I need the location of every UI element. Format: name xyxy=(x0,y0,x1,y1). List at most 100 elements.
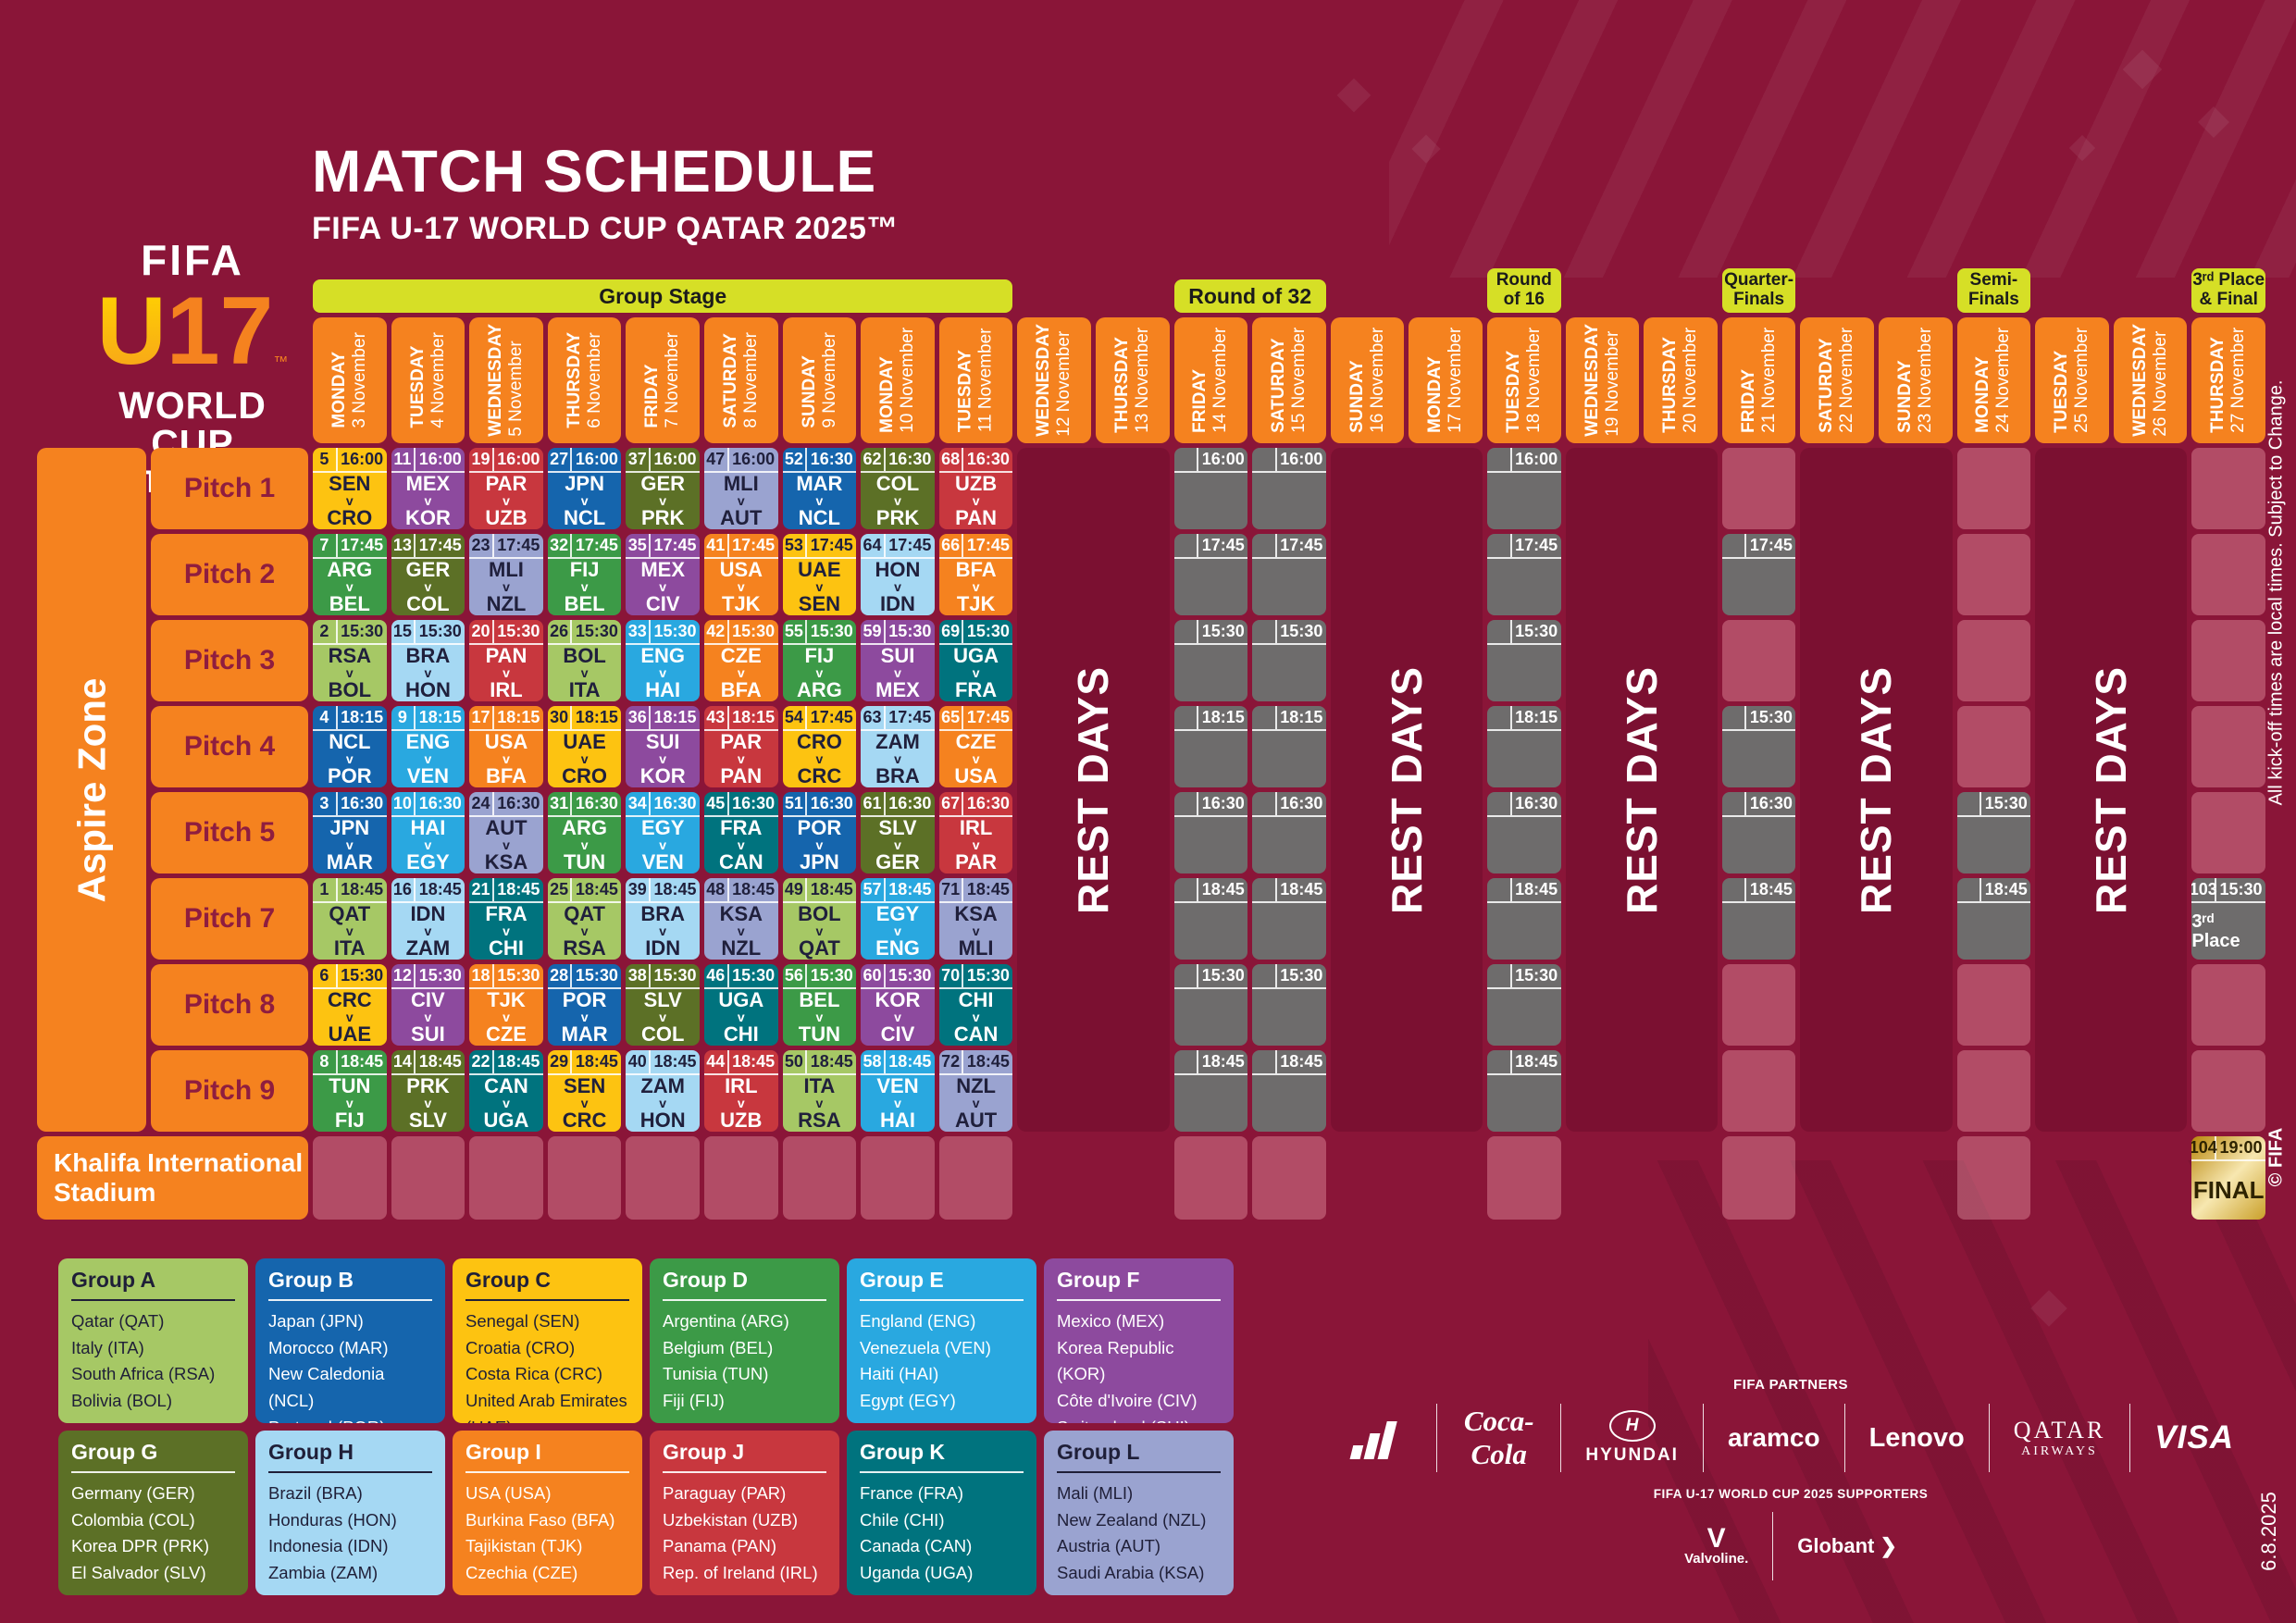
match-teams: CIV v SUI xyxy=(391,989,465,1046)
group-title: Group D xyxy=(663,1268,748,1292)
stage-label-quarter-finals: Quarter- Finals xyxy=(1721,268,1796,313)
stage-label-semi-finals: Semi- Finals xyxy=(1956,268,2031,313)
kickoff-time: 16:30 xyxy=(1201,794,1245,812)
date-header-7-november: FRIDAY 7 November xyxy=(626,317,700,443)
away-team: BFA xyxy=(485,763,527,787)
match-number: 44 xyxy=(704,1050,729,1073)
group-teams: Mali (MLI) New Zealand (NZL) Austria (AUT)… xyxy=(1044,1473,1234,1594)
match-number: 41 xyxy=(704,534,729,557)
khalifa-empty-slot xyxy=(313,1136,387,1220)
cell-header: 43 18:15 xyxy=(703,706,778,731)
cell-header: 28 15:30 xyxy=(547,964,622,989)
round-of-32-slot-pitch-row-4: 18:15 xyxy=(1173,706,1248,787)
date-header-10-november: MONDAY 10 November xyxy=(861,317,935,443)
kickoff-time: 18:15 xyxy=(341,708,384,726)
match-teams: ARG v TUN xyxy=(548,817,622,873)
venue-pitch-9: Pitch 9 xyxy=(151,1050,308,1132)
away-team: SLV xyxy=(408,1108,447,1132)
home-team: BRA xyxy=(640,901,686,925)
cell-header: 13 17:45 xyxy=(391,534,465,559)
match-teams: PAR v UZB xyxy=(469,473,543,529)
date-header-text: TUESDAY 4 November xyxy=(408,332,449,428)
match-number xyxy=(1487,964,1512,987)
round-of-32-slot-pitch-row-5: 16:30 xyxy=(1252,792,1326,873)
group-team: Brazil (BRA) xyxy=(268,1483,363,1503)
cell-header: 18:45 xyxy=(1956,878,2031,903)
versus-label: v xyxy=(972,1010,980,1025)
match-cell-53: 53 17:45 UAE v SEN xyxy=(782,534,857,615)
date-header-text: SATURDAY 15 November xyxy=(1269,328,1309,433)
match-teams: RSA v BOL xyxy=(313,645,387,701)
versus-label: v xyxy=(815,1096,824,1111)
versus-label: v xyxy=(345,923,354,939)
home-team: POR xyxy=(797,815,842,839)
aspire-zone-label: Aspire Zone xyxy=(69,677,113,902)
match-cell-13: 13 17:45 GER v COL xyxy=(391,534,465,615)
date-value: 22 November xyxy=(1837,327,1857,434)
cell-header: 16:00 xyxy=(1252,448,1326,473)
date-header-9-november: SUNDAY 9 November xyxy=(782,317,857,443)
cell-header: 103 15:30 xyxy=(2191,878,2265,903)
kickoff-time: 15:30 xyxy=(888,622,932,640)
away-team: SUI xyxy=(411,1022,445,1046)
date-header-text: FRIDAY 7 November xyxy=(642,332,683,428)
quarter-final-slot-row-2: 17:45 xyxy=(1721,534,1796,615)
match-teams: MLI v NZL xyxy=(469,559,543,615)
kickoff-time: 18:45 xyxy=(888,1052,932,1071)
versus-label: v xyxy=(894,579,901,595)
slot-body xyxy=(1722,731,1796,787)
cell-header: 41 17:45 xyxy=(703,534,778,559)
empty-slot xyxy=(2191,448,2265,529)
match-number: 24 xyxy=(469,792,494,815)
kickoff-time: 18:45 xyxy=(575,880,618,898)
kickoff-time: 16:30 xyxy=(888,794,932,812)
round-of-32-slot-pitch-row-4: 18:15 xyxy=(1252,706,1326,787)
decor-diamond xyxy=(1336,78,1371,113)
slot-body xyxy=(1487,817,1561,873)
match-teams: KSA v NZL xyxy=(704,903,778,960)
khalifa-empty-slot xyxy=(782,1136,857,1220)
kickoff-time: 15:30 xyxy=(418,622,462,640)
cell-header: 40 18:45 xyxy=(626,1050,700,1075)
date-header-text: TUESDAY 18 November xyxy=(1504,328,1545,433)
home-team: KSA xyxy=(954,901,998,925)
date-header-16-november: SUNDAY 16 November xyxy=(1330,317,1405,443)
group-title: Group K xyxy=(860,1440,945,1464)
match-cell-17: 17 18:15 USA v BFA xyxy=(469,706,543,787)
cell-header: 58 18:45 xyxy=(861,1050,935,1075)
qatar-airways-logo: QATAR AIRWAYS xyxy=(1988,1404,2130,1472)
venue-pitch-7: Pitch 7 xyxy=(151,878,308,960)
match-number: 22 xyxy=(469,1050,494,1073)
kickoff-time: 17:45 xyxy=(966,708,1010,726)
match-cell-44: 44 18:45 IRL v UZB xyxy=(703,1050,778,1132)
away-team: COL xyxy=(406,591,450,615)
slot-label: 3ʳᵈ Place xyxy=(2191,911,2240,951)
group-team: Chile (CHI) xyxy=(860,1509,945,1530)
versus-label: v xyxy=(894,1096,901,1111)
home-team: EGY xyxy=(875,901,920,925)
day-name: SUNDAY xyxy=(799,355,819,428)
home-team: CAN xyxy=(484,1073,528,1097)
match-cell-29: 29 18:45 SEN v CRC xyxy=(547,1050,622,1132)
kickoff-time: 16:00 xyxy=(497,450,540,468)
home-team: ENG xyxy=(405,729,451,753)
cell-header: 42 15:30 xyxy=(703,620,778,645)
match-number: 20 xyxy=(469,620,494,643)
empty-slot xyxy=(1956,620,2031,701)
away-team: ITA xyxy=(568,677,601,701)
date-header-text: TUESDAY 11 November xyxy=(956,328,997,433)
date-header-18-november: TUESDAY 18 November xyxy=(1486,317,1561,443)
third-place-match-cell: 103 15:30 3ʳᵈ Place xyxy=(2191,878,2265,960)
match-cell-67: 67 16:30 IRL v PAR xyxy=(938,792,1013,873)
home-team: BOL xyxy=(563,643,606,667)
kickoff-time: 18:15 xyxy=(497,708,540,726)
date-header-6-november: THURSDAY 6 November xyxy=(547,317,622,443)
rest-days-band: REST DAYS xyxy=(1800,448,1953,1132)
cell-header: 15:30 xyxy=(1252,620,1326,645)
versus-label: v xyxy=(503,837,510,853)
empty-slot xyxy=(2191,1050,2265,1132)
match-number: 42 xyxy=(704,620,729,643)
cell-header: 21 18:45 xyxy=(469,878,543,903)
cell-header: 33 15:30 xyxy=(626,620,700,645)
kickoff-time: 16:00 xyxy=(1280,450,1323,468)
